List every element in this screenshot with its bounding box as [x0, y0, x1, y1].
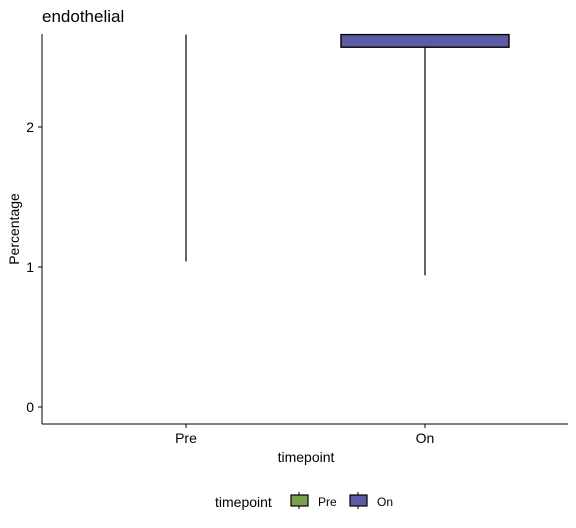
x-tick-label: Pre [175, 430, 197, 446]
legend-key-on [349, 494, 368, 507]
plot-area: 0 1 2 Pre On [26, 33, 568, 446]
x-ticks: Pre On [175, 424, 434, 446]
legend-label-pre: Pre [318, 495, 337, 509]
y-ticks: 0 1 2 [26, 119, 42, 415]
legend-entry-on: On [349, 492, 393, 509]
legend: timepoint Pre On [215, 492, 393, 510]
legend-key-pre [290, 494, 309, 507]
legend-label-on: On [377, 495, 393, 509]
box-on [340, 33, 510, 48]
box-layer [185, 33, 510, 276]
y-tick-label: 2 [26, 119, 34, 135]
y-axis-title: Percentage [6, 193, 22, 265]
chart-title: endothelial [42, 7, 124, 26]
legend-title: timepoint [215, 494, 272, 510]
y-tick-label: 0 [26, 399, 34, 415]
y-tick-label: 1 [26, 259, 34, 275]
x-axis-title: timepoint [278, 449, 335, 465]
legend-entry-pre: Pre [290, 492, 337, 509]
x-tick-label: On [416, 430, 435, 446]
